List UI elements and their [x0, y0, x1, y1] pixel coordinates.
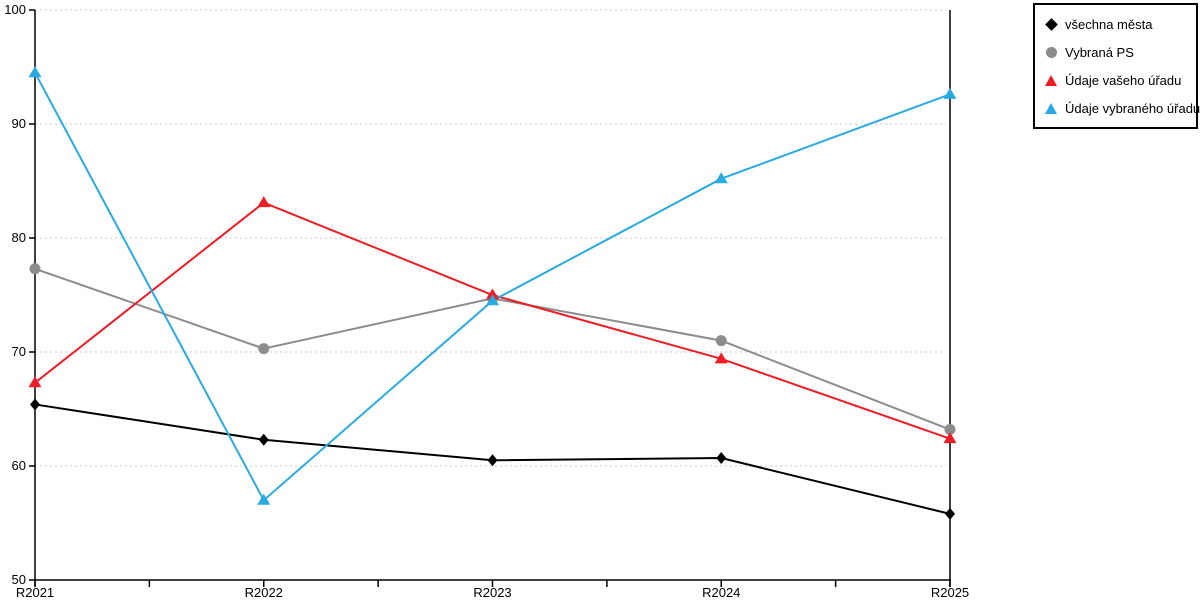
data-point-diamond — [30, 398, 40, 411]
legend: všechna města Vybraná PS Údaje vašeho úř… — [1033, 3, 1200, 129]
data-point-circle — [715, 335, 727, 347]
data-point-triangle — [714, 172, 728, 184]
data-point-diamond — [716, 452, 727, 465]
data-point-triangle — [486, 288, 499, 300]
x-tick-label: R2022 — [245, 585, 283, 600]
y-tick-label: 100 — [4, 2, 26, 17]
legend-item-udaje-vaseho-uradu: Údaje vašeho úřadu — [1043, 66, 1188, 94]
data-point-diamond — [258, 433, 269, 446]
legend-item-vybrana-ps: Vybraná PS — [1043, 38, 1188, 66]
x-tick-label: R2021 — [16, 585, 54, 600]
x-tick-label: R2025 — [931, 585, 969, 600]
data-point-diamond — [945, 507, 955, 520]
triangle-marker-shape — [1045, 102, 1057, 114]
triangle-marker-shape — [1045, 74, 1057, 86]
data-point-triangle — [943, 432, 957, 444]
circle-marker-icon — [1043, 45, 1059, 59]
data-point-circle — [29, 263, 41, 275]
data-point-triangle — [257, 196, 271, 208]
data-point-triangle — [257, 493, 271, 505]
data-point-triangle — [714, 352, 728, 364]
data-point-circle — [258, 343, 270, 355]
legend-item-vsechna-mesta: všechna města — [1043, 10, 1188, 38]
series-line — [34, 72, 951, 502]
blue-triangle-marker-icon — [1043, 101, 1059, 115]
data-point-triangle — [28, 66, 42, 78]
x-tick-label: R2024 — [702, 585, 740, 600]
data-point-circle — [944, 424, 956, 436]
x-tick-label: R2023 — [473, 585, 511, 600]
y-tick-label: 50 — [12, 572, 26, 587]
y-tick-label: 60 — [12, 458, 26, 473]
data-point-triangle — [943, 87, 957, 99]
y-tick-label: 90 — [12, 116, 26, 131]
legend-label: Vybraná PS — [1065, 44, 1134, 60]
legend-label: všechna města — [1065, 16, 1153, 32]
diamond-marker-shape — [1044, 17, 1058, 31]
y-tick-label: 80 — [12, 230, 26, 245]
diamond-marker-icon — [1043, 17, 1059, 31]
data-point-triangle — [486, 294, 499, 306]
data-point-triangle — [28, 376, 42, 388]
data-point-diamond — [487, 454, 498, 467]
series-line — [34, 201, 951, 440]
y-tick-label: 70 — [12, 344, 26, 359]
legend-label: Údaje vybraného úřadu — [1065, 100, 1200, 116]
legend-label: Údaje vašeho úřadu — [1065, 72, 1182, 88]
red-triangle-marker-icon — [1043, 73, 1059, 87]
legend-item-udaje-vybraneho-uradu: Údaje vybraného úřadu — [1043, 94, 1200, 122]
circle-marker-shape — [1045, 46, 1057, 58]
